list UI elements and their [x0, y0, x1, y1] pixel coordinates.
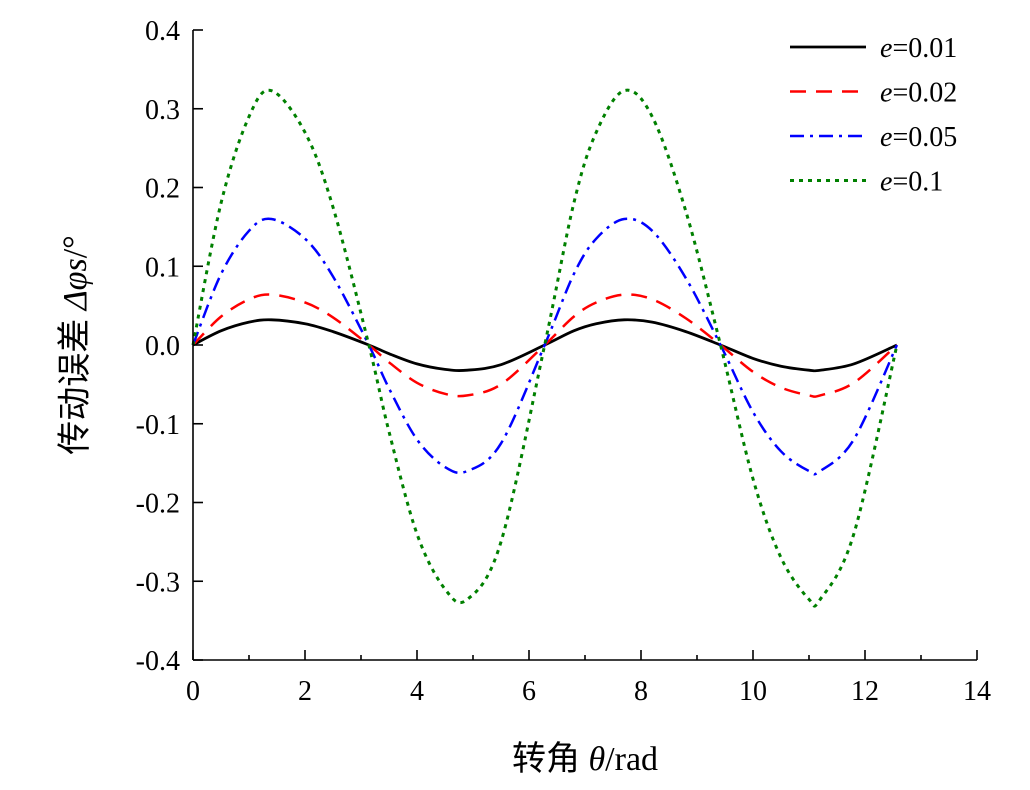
legend-label-4: e=0.1	[880, 167, 943, 198]
x-axis-title-prefix: 转角	[512, 740, 589, 778]
y-tick-label: -0.2	[136, 489, 180, 520]
y-tick-label: -0.4	[136, 646, 180, 677]
legend-label-3: e=0.05	[880, 122, 957, 153]
y-tick-label: 0.2	[145, 174, 180, 205]
legend: e=0.01e=0.02e=0.05e=0.1	[790, 33, 957, 198]
y-axis-title-symbol: Δφs	[57, 258, 94, 312]
x-tick-label: 6	[522, 676, 536, 707]
y-axis-title-prefix: 传动误差	[56, 310, 94, 455]
x-tick-label: 12	[851, 676, 879, 707]
x-tick-label: 4	[410, 676, 424, 707]
y-tick-label: 0.0	[145, 331, 180, 362]
legend-value: =0.01	[892, 33, 957, 64]
x-axis-title-unit: /rad	[605, 741, 658, 778]
legend-symbol: e	[880, 78, 892, 109]
legend-symbol: e	[880, 33, 892, 64]
x-axis-title: 转角 θ/rad	[512, 740, 658, 778]
legend-label-2: e=0.02	[880, 78, 957, 109]
legend-value: =0.02	[892, 78, 957, 109]
y-tick-label: 0.3	[145, 95, 180, 126]
series-line-4	[191, 88, 899, 608]
series-line-3	[191, 217, 899, 476]
y-axis-title: 传动误差 Δφs/°	[56, 235, 94, 455]
x-tick-label: 8	[634, 676, 648, 707]
x-ticks: 0 2 4 6 8 10 12 14	[186, 650, 991, 707]
x-tick-label: 2	[298, 676, 312, 707]
legend-value: =0.1	[892, 167, 943, 198]
legend-value: =0.05	[892, 122, 957, 153]
series-lines	[191, 88, 899, 608]
x-tick-label: 0	[186, 676, 200, 707]
legend-symbol: e	[880, 167, 892, 198]
y-tick-label: 0.1	[145, 252, 180, 283]
legend-label-1: e=0.01	[880, 33, 957, 64]
axes	[192, 30, 977, 661]
y-tick-label: -0.1	[136, 410, 180, 441]
y-tick-label: -0.3	[136, 567, 180, 598]
x-axis-title-symbol: θ	[588, 741, 605, 778]
x-tick-label: 10	[739, 676, 767, 707]
y-tick-label: 0.4	[145, 16, 180, 47]
y-axis-title-unit: /°	[57, 235, 94, 258]
x-tick-label: 14	[963, 676, 991, 707]
y-ticks: -0.4 -0.3 -0.2 -0.1 0.0 0.1 0.2 0.3 0.4	[136, 16, 203, 677]
legend-symbol: e	[880, 122, 892, 153]
